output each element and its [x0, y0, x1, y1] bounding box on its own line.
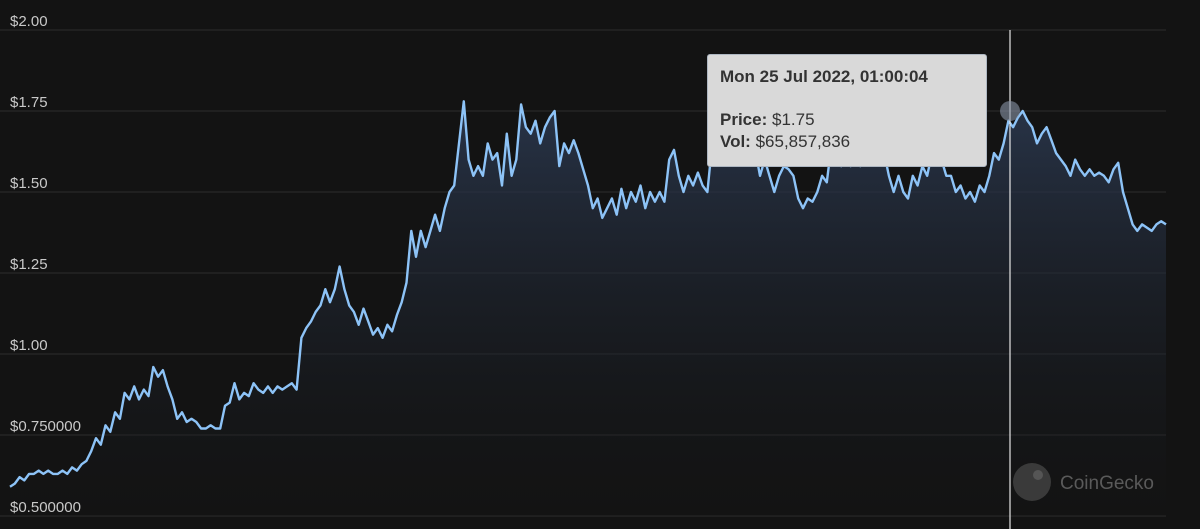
price-line: [9, 100, 1167, 488]
tooltip-date: Mon 25 Jul 2022, 01:00:04: [720, 67, 928, 86]
y-tick-label: $1.25: [10, 256, 48, 273]
y-tick-label: $0.500000: [10, 499, 81, 516]
gecko-logo-icon: [1013, 463, 1051, 501]
price-area: [10, 101, 1166, 517]
y-axis-labels: $2.00 $1.75 $1.50 $1.25 $1.00 $0.750000 $0.500…: [10, 13, 81, 516]
gecko-eye: [1033, 470, 1043, 480]
y-tick-label: $0.750000: [10, 418, 81, 435]
y-tick-label: $1.50: [10, 175, 48, 192]
tooltip-vol-label: Vol:: [720, 132, 751, 151]
tooltip-price-row: Price: $1.75: [720, 109, 974, 131]
area-fill: [10, 101, 1166, 517]
price-tooltip: Mon 25 Jul 2022, 01:00:04 Price: $1.75 V…: [707, 54, 987, 167]
tooltip-price-label: Price:: [720, 110, 768, 129]
coingecko-watermark: CoinGecko: [1013, 463, 1154, 501]
series-line: [9, 100, 1167, 488]
y-tick-label: $2.00: [10, 13, 48, 30]
y-tick-label: $1.00: [10, 337, 48, 354]
tooltip-vol-row: Vol: $65,857,836: [720, 131, 974, 153]
y-tick-label: $1.75: [10, 94, 48, 111]
tooltip-price-value: $1.75: [771, 110, 815, 129]
tooltip-vol-value: $65,857,836: [755, 132, 851, 151]
hover-point[interactable]: [1000, 101, 1020, 121]
watermark-text: CoinGecko: [1060, 473, 1154, 494]
